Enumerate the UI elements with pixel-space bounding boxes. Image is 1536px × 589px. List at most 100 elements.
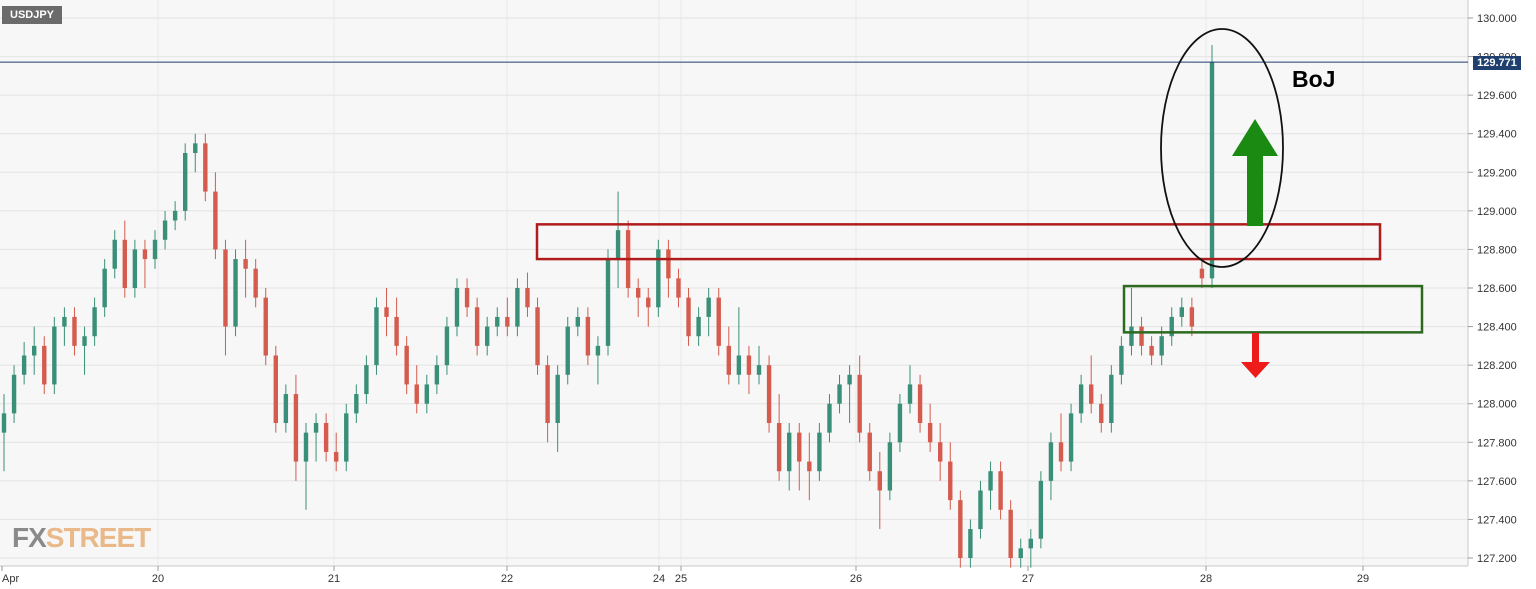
candle-body [394, 316, 399, 346]
y-tick-label: 127.200 [1477, 553, 1517, 565]
plot-area [0, 0, 1468, 566]
candle-body [837, 384, 842, 404]
candle-body [766, 365, 772, 423]
candle-body [142, 249, 148, 260]
candle-body [354, 394, 359, 414]
candle-body [877, 471, 882, 491]
candle-body [656, 249, 661, 308]
candle-body [847, 374, 852, 385]
candle-body [444, 326, 450, 366]
candle-body [787, 432, 792, 472]
candle-body [303, 432, 309, 462]
candle-body [938, 442, 943, 462]
candle-body [21, 355, 27, 375]
y-tick-label: 128.000 [1477, 399, 1517, 411]
candle-body [162, 220, 168, 240]
candle-body [42, 345, 47, 385]
candle-body [565, 326, 570, 375]
candle-body [636, 288, 641, 298]
candle-body [897, 403, 903, 443]
candle-body [676, 278, 681, 298]
down-arrow [1241, 333, 1270, 378]
candle-body [434, 365, 440, 385]
x-tick-label: 26 [850, 573, 862, 585]
candle-body [273, 355, 278, 423]
y-tick-label: 128.200 [1477, 360, 1517, 372]
candle-body [575, 316, 580, 327]
candle-body [817, 432, 822, 472]
candle-body [756, 365, 762, 375]
candle-body [595, 345, 601, 356]
candle-body [1109, 374, 1114, 423]
candle-body [696, 316, 701, 337]
up-arrow [1232, 119, 1278, 226]
candle-body [807, 461, 812, 472]
candle-body [213, 191, 218, 250]
price-axis: 130.000129.800129.600129.400129.200129.0… [1468, 13, 1517, 565]
candle-body [958, 500, 963, 558]
candles [1, 45, 1215, 568]
x-tick-label: 28 [1200, 573, 1212, 585]
x-tick-label: 22 [501, 573, 513, 585]
fxstreet-logo: FXSTREET [12, 522, 151, 554]
candle-body [454, 288, 460, 327]
candle-body [243, 259, 248, 269]
y-tick-label: 128.400 [1477, 322, 1517, 334]
candle-body [1038, 480, 1044, 539]
candle-body [495, 316, 500, 327]
candle-body [646, 297, 651, 308]
candle-body [1068, 413, 1074, 462]
candle-body [1099, 403, 1104, 423]
x-tick-label: 27 [1022, 573, 1034, 585]
candle-body [887, 442, 893, 491]
candle-body [978, 490, 983, 530]
candle-body [11, 374, 17, 414]
candle-body [374, 307, 379, 366]
x-tick-label: 20 [152, 573, 164, 585]
y-tick-label: 129.600 [1477, 90, 1517, 102]
resistance-zone [535, 223, 1382, 261]
y-tick-label: 127.800 [1477, 437, 1517, 449]
x-tick-label: 29 [1357, 573, 1369, 585]
candle-body [1018, 548, 1023, 558]
candle-body [223, 249, 228, 327]
candle-body [323, 423, 329, 452]
candle-body [424, 384, 429, 404]
candle-body [867, 432, 872, 472]
candle-body [263, 297, 268, 356]
candle-body [1089, 384, 1094, 404]
x-tick-label: 24 [653, 573, 665, 585]
candle-body [948, 461, 953, 501]
candle-body [474, 307, 480, 346]
x-tick-label: 25 [675, 573, 687, 585]
candle-body [233, 259, 238, 327]
candle-body [1209, 62, 1215, 279]
candle-body [1078, 384, 1084, 414]
candle-body [82, 336, 87, 346]
candle-body [112, 239, 117, 269]
candle-body [485, 326, 490, 346]
candle-body [384, 307, 389, 317]
candle-body [32, 345, 37, 356]
candle-body [857, 374, 862, 433]
candle-body [364, 365, 369, 395]
candle-body [313, 423, 319, 433]
candle-body [344, 413, 349, 462]
y-tick-label: 127.400 [1477, 514, 1517, 526]
x-tick-label: 21 [328, 573, 340, 585]
boj-highlight-ellipse [1160, 28, 1284, 268]
candle-body [334, 451, 339, 462]
y-tick-label: 129.000 [1477, 206, 1517, 218]
candle-body [1179, 307, 1184, 317]
candle-body [968, 529, 973, 558]
y-tick-label: 128.600 [1477, 283, 1517, 295]
candle-body [827, 403, 832, 433]
candle-body [1, 413, 7, 433]
candle-body [1139, 326, 1144, 346]
candle-body [283, 394, 289, 423]
candle-body [464, 288, 470, 308]
candle-body [1058, 442, 1064, 462]
candle-body [1129, 326, 1134, 346]
